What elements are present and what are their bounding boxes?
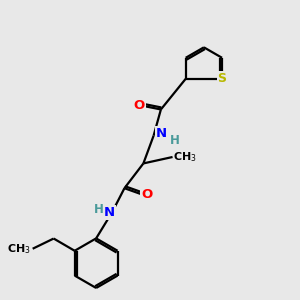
Text: H: H (170, 134, 179, 148)
Text: H: H (94, 203, 104, 216)
Text: CH$_3$: CH$_3$ (8, 242, 31, 256)
Text: O: O (134, 99, 145, 112)
Text: O: O (141, 188, 152, 201)
Text: S: S (218, 72, 226, 85)
Text: CH$_3$: CH$_3$ (173, 150, 197, 164)
Text: N: N (104, 206, 115, 219)
Text: N: N (156, 127, 167, 140)
